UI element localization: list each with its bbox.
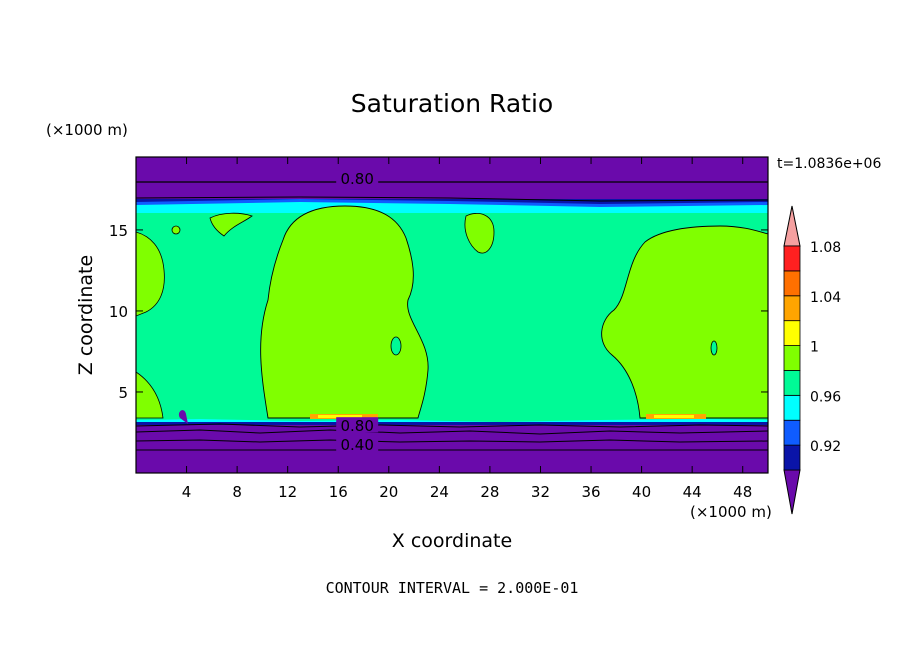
y-tick-label: 15	[109, 222, 128, 240]
x-tick-label: 40	[632, 483, 651, 501]
x-tick-label: 12	[278, 483, 297, 501]
contour-field	[136, 157, 768, 473]
colorbar-swatch	[783, 245, 801, 272]
colorbar-label: 0.92	[810, 439, 841, 455]
warm-spot-center-core	[318, 415, 362, 418]
x-tick-label: 16	[329, 483, 348, 501]
contour-label-bg	[336, 435, 379, 451]
x-axis-label: X coordinate	[392, 530, 512, 552]
warm-spot-right-core	[654, 415, 694, 418]
x-tick-label: 20	[379, 483, 398, 501]
time-label: t=1.0836e+06	[777, 156, 881, 172]
green-patch-small	[209, 212, 253, 237]
y-unit-label: (×1000 m)	[46, 121, 128, 139]
colorbar-max-triangle	[783, 205, 801, 247]
x-tick-label: 8	[232, 483, 242, 501]
colorbar-swatch	[783, 370, 801, 396]
plot-frame	[135, 156, 769, 474]
colorbar-swatch	[783, 444, 801, 471]
colorbar-swatch	[783, 419, 801, 446]
x-tick-label: 4	[182, 483, 192, 501]
y-tick-label: 10	[109, 303, 128, 321]
contour-label-bg	[336, 417, 379, 433]
hole-center	[390, 336, 402, 356]
colorbar-swatch	[783, 295, 801, 322]
x-tick-label: 48	[733, 483, 752, 501]
colorbar-label: 1.04	[810, 290, 841, 306]
lower-contour-top	[136, 423, 768, 428]
contour-label-bg	[336, 170, 379, 186]
green-region-left	[136, 231, 165, 317]
green-patch-upper	[464, 213, 495, 254]
x-unit-label: (×1000 m)	[690, 503, 772, 521]
colorbar-swatch	[783, 270, 801, 297]
colorbar-swatch	[783, 345, 801, 371]
colorbar-swatch	[783, 320, 801, 346]
x-axis: 4 8 12 16 20 24 28 32 36 40 44 48	[182, 157, 752, 501]
x-tick-label: 32	[531, 483, 550, 501]
upper-contour-line	[136, 196, 768, 202]
contour-label: 0.40	[340, 436, 373, 454]
colorbar-label: 1.08	[810, 240, 841, 256]
colorbar-min-triangle	[783, 469, 801, 515]
hole-right	[710, 340, 718, 356]
upper-band-purple	[136, 157, 768, 199]
colorbar-swatch	[783, 394, 801, 421]
colorbar: 0.92 0.96 1 1.04 1.08	[783, 205, 841, 515]
colorbar-label: 0.96	[810, 389, 841, 405]
green-region-center	[260, 205, 429, 419]
contour-labels: 0.800.800.40	[336, 170, 379, 454]
contour-060-lower	[136, 439, 768, 443]
y-tick-label: 5	[118, 384, 128, 402]
contour-interval-footer: CONTOUR INTERVAL = 2.000E-01	[326, 579, 579, 597]
y-axis: 5 10 15	[109, 222, 768, 402]
contour-080-lower	[136, 429, 768, 435]
chart-title: Saturation Ratio	[351, 89, 553, 118]
contour-label: 0.80	[340, 170, 373, 188]
x-tick-label: 36	[581, 483, 600, 501]
x-tick-label: 24	[430, 483, 449, 501]
green-region-left-low	[136, 371, 164, 419]
contour-label: 0.80	[340, 417, 373, 435]
colorbar-label: 1	[810, 340, 819, 356]
x-tick-label: 44	[683, 483, 702, 501]
x-tick-label: 28	[480, 483, 499, 501]
green-region-right	[601, 225, 768, 419]
y-axis-label: Z coordinate	[75, 255, 97, 375]
small-dry-intrusion	[178, 410, 188, 424]
lower-band-purple	[136, 425, 768, 473]
patch-dot	[171, 225, 181, 235]
